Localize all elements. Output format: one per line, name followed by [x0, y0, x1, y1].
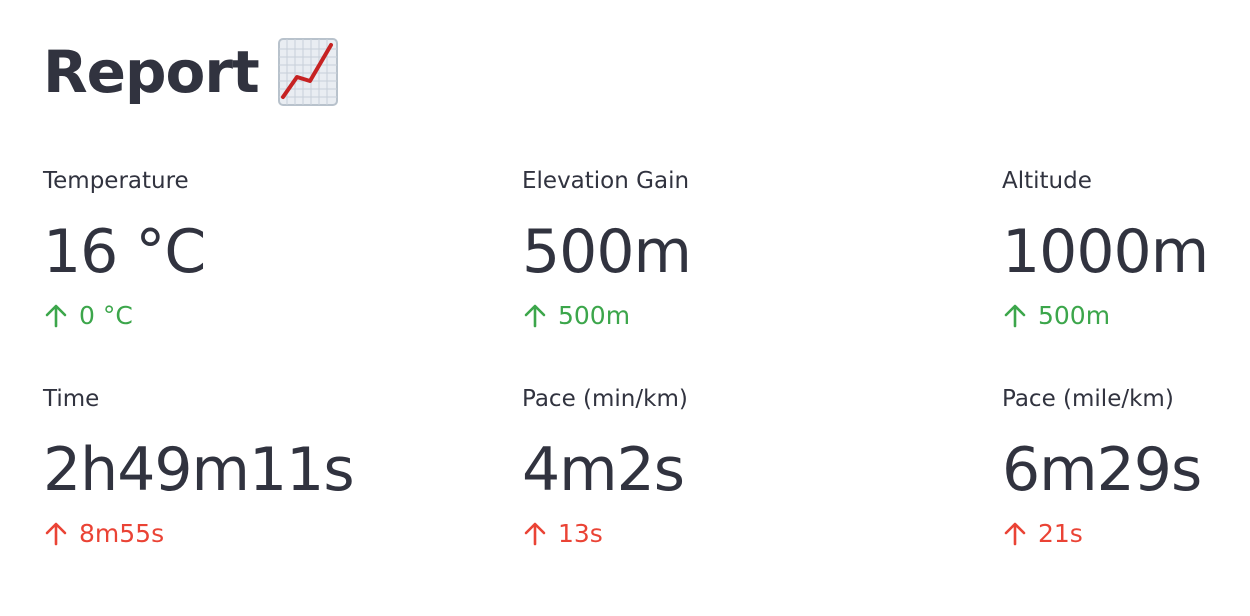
metric-label: Temperature — [43, 168, 189, 194]
metric-value: 2h49m11s — [43, 435, 355, 505]
metric-delta: 0 °C — [43, 300, 463, 332]
metric-value: 500m — [522, 217, 692, 287]
metric-value: 4m2s — [522, 435, 685, 505]
metric-value: 6m29s — [1002, 435, 1202, 505]
metric-label: Altitude — [1002, 168, 1092, 194]
metric-value: 1000m — [1002, 217, 1209, 287]
metric-delta-value: 500m — [1038, 301, 1111, 330]
metric-delta-value: 13s — [558, 519, 603, 548]
metric-delta: 13s — [522, 518, 942, 550]
arrow-up-icon — [522, 303, 548, 329]
arrow-up-icon — [1002, 521, 1028, 547]
metric-delta: 500m — [1002, 300, 1242, 332]
page-header: Report — [43, 26, 339, 118]
metric-altitude: Altitude 1000m 500m — [1002, 166, 1242, 332]
metric-pace-min-km: Pace (min/km) 4m2s 13s — [522, 384, 942, 550]
arrow-up-icon — [43, 521, 69, 547]
chart-increasing-icon — [277, 37, 339, 107]
metric-delta-value: 21s — [1038, 519, 1083, 548]
metric-elevation-gain: Elevation Gain 500m 500m — [522, 166, 942, 332]
metric-delta: 21s — [1002, 518, 1242, 550]
metric-label: Pace (mile/km) — [1002, 386, 1174, 412]
arrow-up-icon — [522, 521, 548, 547]
metric-value: 16 °C — [43, 217, 206, 287]
metric-delta: 500m — [522, 300, 942, 332]
arrow-up-icon — [1002, 303, 1028, 329]
metric-label: Time — [43, 386, 100, 412]
metric-label: Pace (min/km) — [522, 386, 688, 412]
metric-pace-mile-km: Pace (mile/km) 6m29s 21s — [1002, 384, 1242, 550]
metric-label: Elevation Gain — [522, 168, 690, 194]
metric-delta-value: 0 °C — [79, 301, 133, 330]
metric-delta: 8m55s — [43, 518, 463, 550]
metric-time: Time 2h49m11s 8m55s — [43, 384, 463, 550]
metric-temperature: Temperature 16 °C 0 °C — [43, 166, 463, 332]
metric-delta-value: 500m — [558, 301, 631, 330]
arrow-up-icon — [43, 303, 69, 329]
page-title: Report — [43, 38, 260, 106]
metric-delta-value: 8m55s — [79, 519, 165, 548]
